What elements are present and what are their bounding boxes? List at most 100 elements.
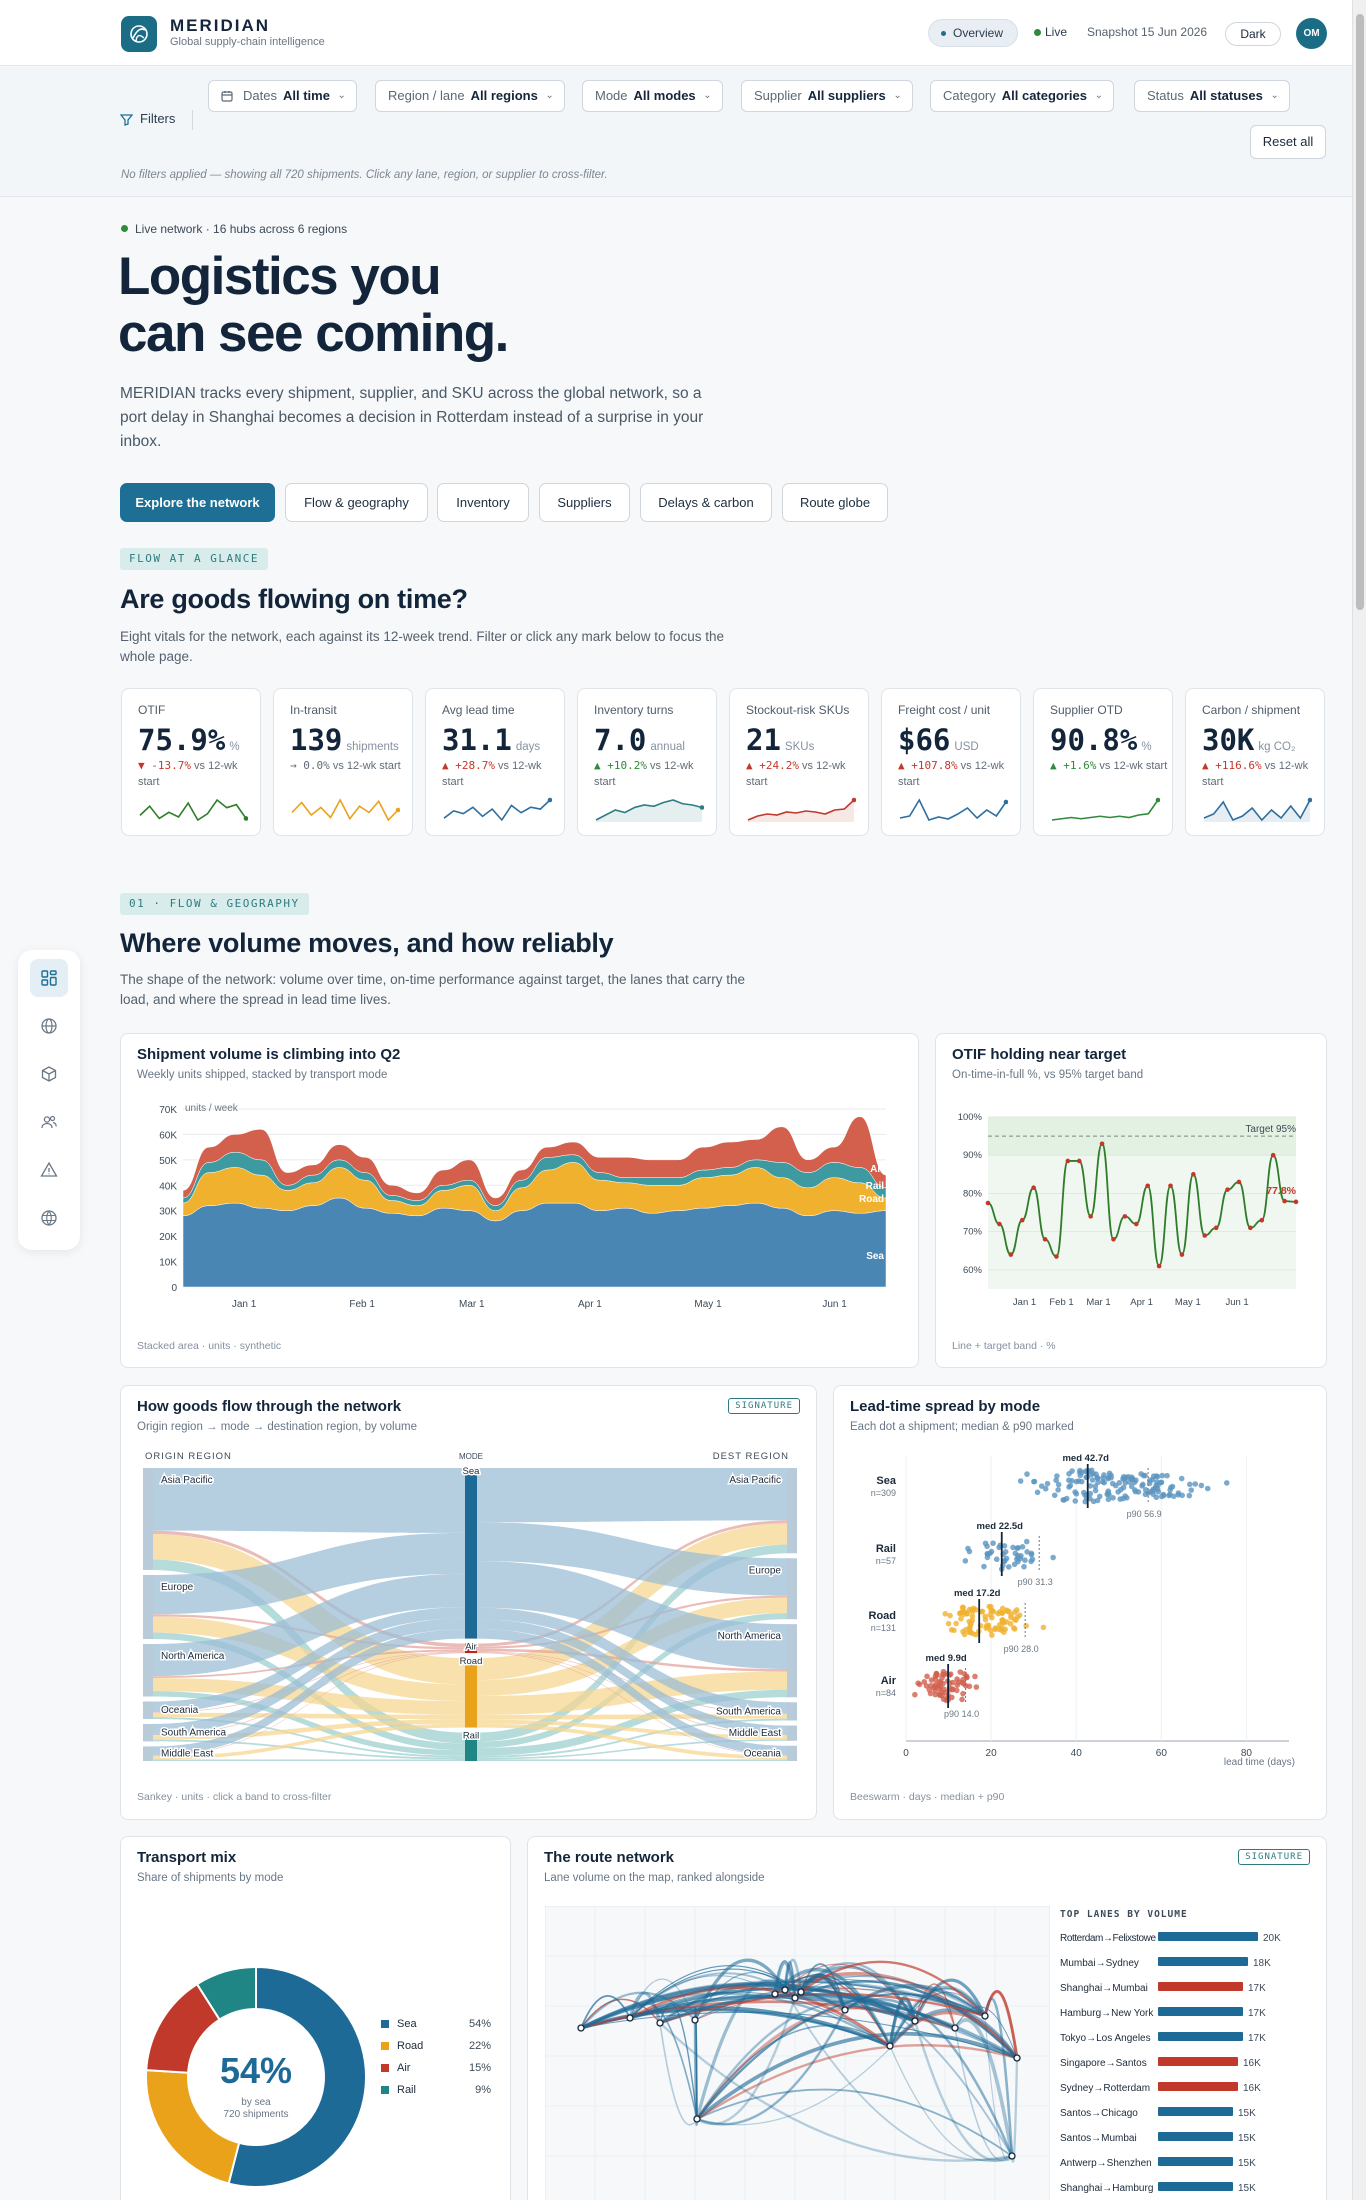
- supplier-filter-dropdown[interactable]: Supplier All suppliers ⌄: [741, 80, 913, 112]
- rail-route-globe-button[interactable]: [30, 1199, 68, 1237]
- top-lanes-bar-chart[interactable]: Rotterdam→Felixstowe 20K Mumbai→Sydney 18K S…: [1058, 1927, 1323, 2200]
- warning-icon: [40, 1161, 58, 1177]
- shipment-dot: [1089, 1477, 1096, 1483]
- lane-label: Singapore→Santos: [1060, 2058, 1147, 2069]
- nav-suppliers-button[interactable]: Suppliers: [539, 483, 630, 522]
- group-label: Road: [869, 1610, 897, 1622]
- shipment-dot: [1164, 1472, 1170, 1479]
- lane-label: Sydney→Rotterdam: [1060, 2083, 1150, 2094]
- rail-flow-button[interactable]: [30, 1007, 68, 1045]
- sparkline-line: [443, 799, 551, 822]
- user-avatar[interactable]: OM: [1296, 18, 1327, 49]
- nav-route-globe-button[interactable]: Route globe: [782, 483, 888, 522]
- hub-marker: [771, 1990, 779, 1998]
- dates-filter-key: Dates: [243, 88, 277, 103]
- category-filter-dropdown[interactable]: Category All categories ⌄: [930, 80, 1115, 112]
- shipment-dot: [1073, 1491, 1080, 1497]
- nav-flow-geography-button[interactable]: Flow & geography: [285, 483, 428, 522]
- shipment-dot: [928, 1677, 935, 1683]
- otif-line: [987, 1142, 1297, 1267]
- kpi-card-in-transit[interactable]: In-transit 139 shipments → 0.0% vs 12-wk st…: [273, 688, 413, 836]
- kpi-sparkline: [595, 799, 704, 822]
- median-label: med 42.7d: [1062, 1453, 1109, 1464]
- shipment-dot: [1066, 1484, 1072, 1490]
- sparkline-line: [595, 799, 703, 821]
- shipment-dot: [970, 1605, 977, 1612]
- rail-inventory-button[interactable]: [30, 1055, 68, 1093]
- shipment-dot: [1011, 1625, 1017, 1631]
- shipment-dot: [979, 1608, 986, 1615]
- hub-marker: [577, 2024, 585, 2032]
- shipment-dot: [959, 1696, 965, 1703]
- mix-card-subtitle: Share of shipments by mode: [137, 1872, 284, 1884]
- sankey-dest-label: Asia Pacific: [729, 1475, 781, 1486]
- volume-area-chart[interactable]: 0 10K 20K 30K 40K 50K 60K 70K units / week Sea Roa…: [121, 1094, 918, 1334]
- beeswarm-card-subtitle: Each dot a shipment; median & p90 marked: [850, 1421, 1074, 1433]
- y-tick-label: 90%: [963, 1150, 983, 1161]
- shipment-dot: [982, 1616, 989, 1623]
- kpi-card-stockout-risk-skus[interactable]: Stockout-risk SKUs 21 SKUs ▲ +24.2% vs 12-w…: [729, 688, 869, 836]
- kpi-card-avg-lead-time[interactable]: Avg lead time 31.1 days ▲ +28.7% vs 12-wk s…: [425, 688, 565, 836]
- otif-point: [1111, 1237, 1116, 1242]
- supplier-filter-value: All suppliers: [807, 88, 886, 103]
- rail-overview-button[interactable]: [30, 959, 68, 997]
- scrollbar-thumb[interactable]: [1356, 14, 1364, 610]
- sankey-mode-header: MODE: [459, 1452, 483, 1461]
- nav-inventory-button[interactable]: Inventory: [437, 483, 529, 522]
- shipment-dot: [1082, 1498, 1089, 1505]
- sankey-flow-air: [151, 1652, 466, 1756]
- route-arc: [953, 2018, 1014, 2157]
- overview-pill[interactable]: Overview: [928, 19, 1019, 47]
- x-tick-label: Feb 1: [349, 1299, 375, 1310]
- sankey-chart[interactable]: ORIGIN REGION MODE DEST REGION Asia Pacific…: [121, 1446, 816, 1771]
- meridian-logo[interactable]: [121, 16, 157, 52]
- shipment-dot: [962, 1558, 969, 1564]
- kpi-number: 30K: [1202, 723, 1255, 757]
- sankey-flow-road: [151, 1723, 466, 1760]
- kpi-delta: ▼ -13.7% vs 12-wk start: [138, 758, 258, 790]
- kpi-card-inventory-turns[interactable]: Inventory turns 7.0 annual ▲ +10.2% vs 12-w…: [577, 688, 717, 836]
- brand-tagline: Global supply-chain intelligence: [170, 36, 325, 48]
- chevron-down-icon: ⌄: [545, 90, 554, 101]
- rail-delays-button[interactable]: [30, 1151, 68, 1189]
- shipment-dot: [1017, 1478, 1024, 1484]
- region-filter-dropdown[interactable]: Region / lane All regions ⌄: [375, 80, 565, 112]
- series-label-road: Road: [859, 1194, 884, 1205]
- shipment-dot: [1023, 1623, 1029, 1629]
- reset-all-button[interactable]: Reset all: [1250, 125, 1326, 159]
- kpi-delta-compare: vs 12-wk start: [898, 760, 1005, 788]
- status-filter-dropdown[interactable]: Status All statuses ⌄: [1134, 80, 1290, 112]
- otif-point: [1145, 1183, 1151, 1189]
- kpi-card-carbon-shipment[interactable]: Carbon / shipment 30K kg CO₂ ▲ +116.6% vs 1…: [1185, 688, 1325, 836]
- lane-label: Antwerp→Shenzhen: [1060, 2158, 1152, 2169]
- kpi-card-supplier-otd[interactable]: Supplier OTD 90.8%% ▲ +1.6% vs 12-wk start: [1033, 688, 1173, 836]
- volume-card-subtitle: Weekly units shipped, stacked by transpo…: [137, 1069, 388, 1081]
- mode-filter-dropdown[interactable]: Mode All modes ⌄: [582, 80, 723, 112]
- sankey-dest-node: [787, 1702, 797, 1721]
- group-count: n=84: [876, 1688, 896, 1698]
- rail-suppliers-button[interactable]: [30, 1103, 68, 1141]
- kpi-card-otif[interactable]: OTIF 75.9%% ▼ -13.7% vs 12-wk start: [121, 688, 261, 836]
- kpi-delta-compare: vs 12-wk start: [1099, 760, 1168, 772]
- theme-toggle-button[interactable]: Dark: [1225, 22, 1281, 46]
- target-label: Target 95%: [1245, 1124, 1296, 1135]
- shipment-dot: [1105, 1475, 1111, 1482]
- shipment-dot: [969, 1613, 976, 1619]
- kpi-delta-compare: vs 12-wk start: [138, 760, 238, 788]
- dates-filter-dropdown[interactable]: Dates All time ⌄: [208, 80, 357, 112]
- nav-delays-carbon-button[interactable]: Delays & carbon: [640, 483, 772, 522]
- sankey-flow-sea: [476, 1522, 789, 1596]
- shipment-dot: [973, 1684, 980, 1690]
- page-scrollbar[interactable]: [1352, 0, 1366, 2200]
- hub-marker: [1008, 2152, 1016, 2160]
- otif-line-chart[interactable]: 60% 70% 80% 90% 100% Target 95% 77.8% Jan 1 Feb …: [936, 1109, 1326, 1349]
- shipment-dot: [960, 1676, 966, 1683]
- shipment-dot: [1110, 1494, 1116, 1501]
- route-map[interactable]: [545, 1906, 1050, 2200]
- series-label-sea: Sea: [866, 1251, 884, 1262]
- kpi-card-freight-cost-unit[interactable]: Freight cost / unit $66 USD ▲ +107.8% vs 12…: [881, 688, 1021, 836]
- filter-divider: [192, 110, 193, 130]
- explore-network-button[interactable]: Explore the network: [120, 483, 275, 522]
